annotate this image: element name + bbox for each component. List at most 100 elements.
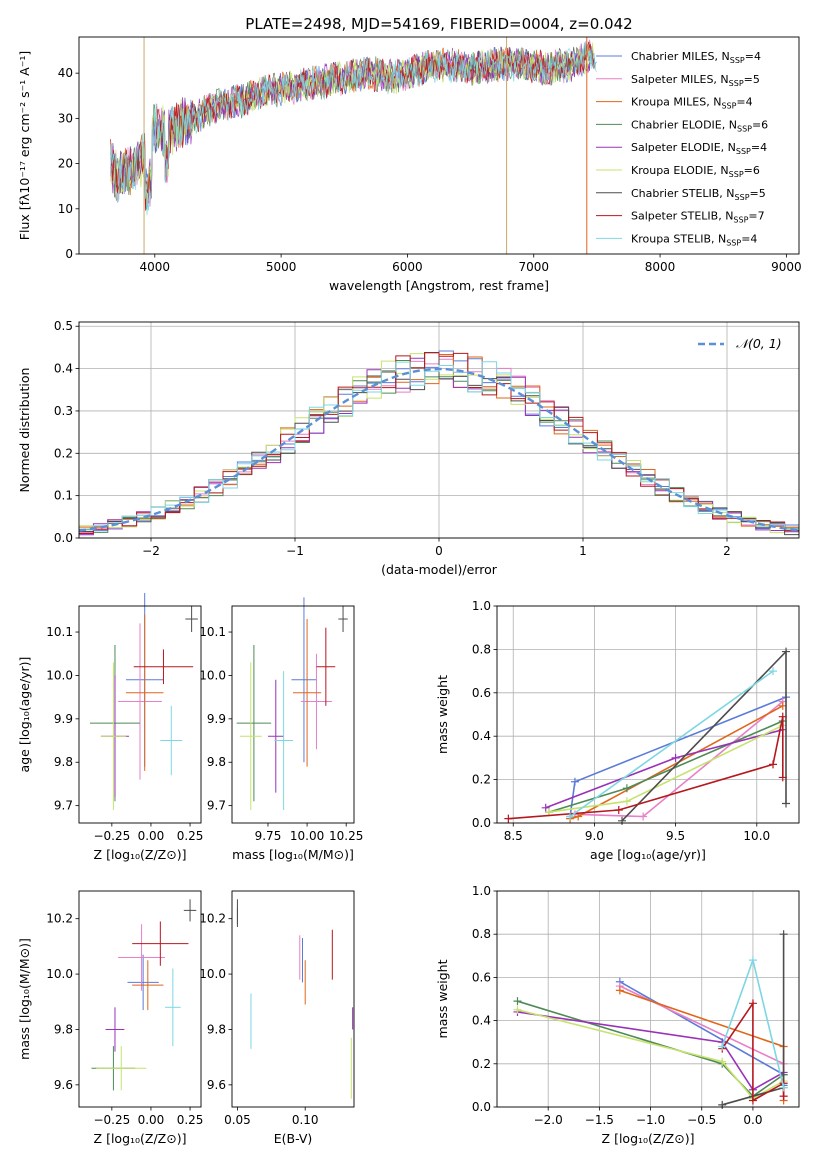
y-tick-label: 1.0 [472,599,491,613]
weight-line [517,1009,784,1100]
legend-label: Kroupa ELODIE, N [631,164,729,177]
legend-entry: 𝒩(0, 1) [736,336,782,351]
legend-count: =4 [741,232,757,245]
y-tick-label: 0.8 [472,642,491,656]
legend-subscript: SSP [737,124,752,133]
y-tick-label: 10.2 [46,912,73,926]
legend-count: =4 [745,50,761,63]
axes-frame [496,605,800,824]
plot-area [110,37,597,254]
weight-marker [748,1096,757,1105]
plot-area [78,350,800,536]
weight-marker [718,1042,727,1051]
spectrum-line [110,43,595,205]
y-tick-label: 1.0 [472,884,491,898]
legend-label: Chabrier MILES, N [631,50,730,63]
legend-count: =7 [748,210,764,223]
x-tick-label: 0.0 [743,1113,762,1127]
x-tick-label: 2 [723,544,731,558]
legend-entry: Chabrier MILES, NSSP=4 [631,50,761,65]
legend-subscript: SSP [735,193,750,202]
legend-entry: Kroupa MILES, NSSP=4 [631,96,753,111]
weight-marker [718,1100,727,1109]
legend-label: Kroupa MILES, N [631,96,721,109]
weight-marker [778,712,787,721]
y-axis-label: age [log₁₀(age/yr)] [17,657,32,773]
legend-count: =4 [736,96,752,109]
axes-frame [78,321,800,539]
x-tick-label: −1.5 [585,1113,614,1127]
x-tick-label: −2 [142,544,160,558]
x-axis-label: (data-model)/error [381,562,498,577]
x-tick-label: 0.00 [138,829,165,843]
x-tick-label: 8.5 [504,829,523,843]
legend-label: Chabrier ELODIE, N [631,118,737,131]
y-tick-label: 9.9 [54,712,73,726]
x-tick-label: 9.0 [585,829,604,843]
panel-residuals: −2 −1 0 1 2 0.0 0.1 0.2 0.3 0.4 0.5 (data-model)/er… [17,319,800,577]
chart-title: PLATE=2498, MJD=54169, FIBERID=0004, z=0… [245,15,632,33]
x-tick-label: −2.0 [534,1113,563,1127]
y-tick-label: 0.4 [54,362,73,376]
x-tick-label: 5000 [266,260,297,274]
legend-label: Chabrier STELIB, N [631,187,735,200]
y-tick-label: 0.2 [472,773,491,787]
x-tick-label: 0 [435,544,443,558]
y-tick-label: 9.9 [207,712,226,726]
y-tick-label: 20 [58,157,73,171]
weight-line [569,705,784,820]
weight-marker [618,816,627,825]
legend-label: Salpeter STELIB, N [631,210,733,223]
y-tick-label: 10.0 [199,967,226,981]
weight-marker [570,777,579,786]
panel-age-weight: 8.5 9.0 9.5 10.0 0.0 0.2 0.4 0.6 0.8 1.0 age [log₁… [435,599,800,862]
y-tick-label: 0.8 [472,927,491,941]
x-axis-label: Z [log₁₀(Z/Z⊙)] [94,1131,187,1146]
weight-marker [779,930,788,939]
y-axis-label: mass weight [435,959,450,1038]
x-tick-label: 0.25 [177,829,204,843]
y-tick-label: 9.7 [54,799,73,813]
residual-histogram [79,352,799,534]
x-tick-label: 0.10 [292,1113,319,1127]
x-tick-label: −0.25 [93,1113,130,1127]
y-tick-label: 10.0 [46,668,73,682]
y-tick-label: 0.0 [472,816,491,830]
y-tick-label: 10.1 [199,625,226,639]
legend-entry: Kroupa ELODIE, NSSP=6 [631,164,760,179]
x-tick-label: 1 [579,544,587,558]
legend-count: =5 [750,187,766,200]
panel-ebv-mass: 0.05 0.10 9.6 9.8 10.0 10.2 E(B-V) [199,890,355,1146]
y-tick-label: 0.0 [54,531,73,545]
weight-marker [622,784,631,793]
x-tick-label: 9.75 [255,829,282,843]
weight-marker [779,1083,788,1092]
axes-frame [231,890,355,1108]
legend-entry: Salpeter STELIB, NSSP=7 [631,210,765,225]
weight-marker [639,812,648,821]
x-axis-label: mass [log₁₀(M/M⊙)] [232,847,354,862]
y-tick-label: 9.6 [207,1078,226,1092]
y-tick-label: 0.2 [54,446,73,460]
x-tick-label: −1 [286,544,304,558]
y-axis-label: mass [log₁₀(M/M⊙)] [17,938,32,1060]
y-tick-label: 10.1 [46,625,73,639]
y-axis-label: mass weight [435,675,450,754]
x-tick-label: 9000 [771,260,802,274]
axes-frame [231,605,355,824]
legend-count: =6 [752,118,768,131]
legend-subscript: SSP [729,79,744,88]
legend-count: =5 [744,73,760,86]
y-tick-label: 10.0 [199,668,226,682]
panel-z-mass: −0.25 0.00 0.25 9.6 9.8 10.0 10.2 Z [log₁₀(Z/Z⊙… [17,890,203,1146]
spectrum-line [110,42,595,205]
y-tick-label: 9.8 [207,755,226,769]
panel-spectrum: 4000 5000 6000 7000 8000 9000 0 10 20 30 40 wavelen… [17,15,802,293]
weight-marker [622,797,631,806]
x-tick-label: 7000 [518,260,549,274]
weight-marker [779,1092,788,1101]
weight-marker [748,999,757,1008]
weight-marker [513,1005,522,1014]
x-tick-label: 0.00 [138,1113,165,1127]
